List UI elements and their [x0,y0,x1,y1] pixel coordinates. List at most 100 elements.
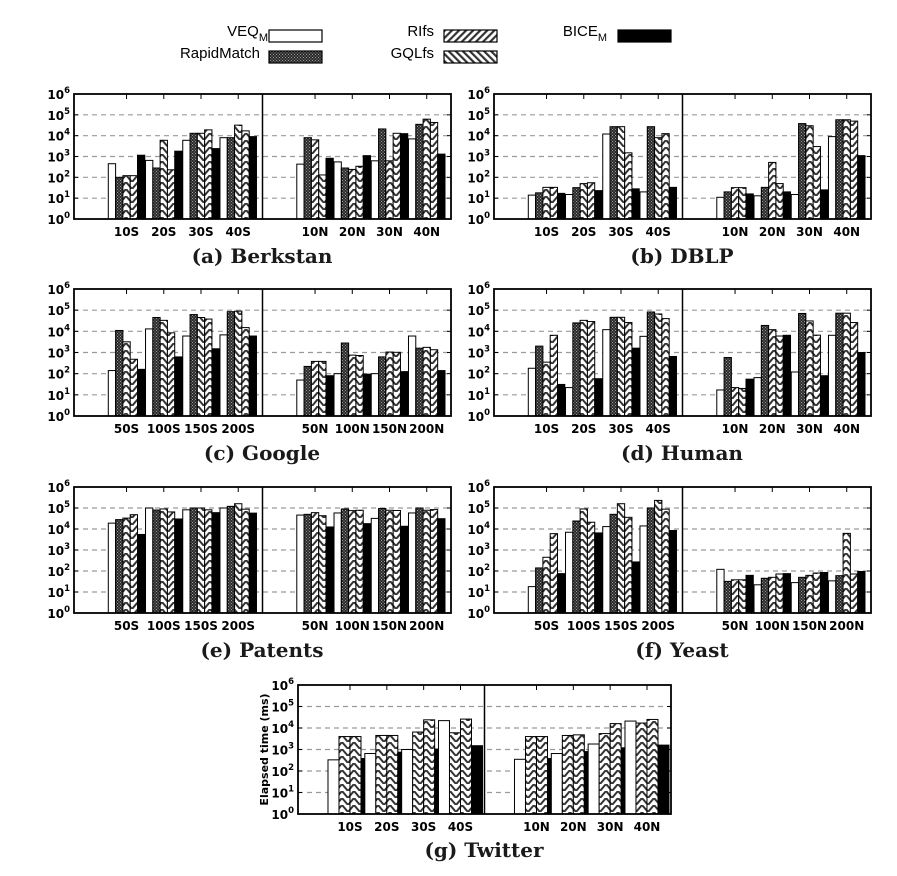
bar-rapidmatch-150n [378,507,387,614]
bar-bice-m-200n [437,518,446,614]
x-tick-label: 200S [221,422,255,436]
y-tick-label: 103 [47,345,70,361]
bar-bice-m-100n [362,523,372,614]
bar-rapidmatch-50s [115,329,124,417]
y-tick-label: 100 [271,806,294,822]
x-tick-label: 50S [534,619,559,633]
y-tick-label: 100 [467,605,490,621]
bar-rifs-30s [412,731,425,815]
bar-veq-m-10n [296,163,305,220]
x-tick-label: 100N [335,422,370,436]
bar-veq-m-30s [401,749,414,815]
bar-rapidmatch-150s [609,513,618,614]
bar-veq-m-150s [182,335,191,417]
y-tick-label: 106 [467,281,490,297]
y-tick-label: 105 [467,500,490,516]
bar-rifs-100n [768,576,777,614]
x-tick-label: 40N [833,225,860,239]
bar-bice-m-40s [668,355,677,417]
bar-gqlfs-40n [646,718,659,815]
bar-veq-m-20n [753,195,762,220]
y-tick-label: 102 [467,563,490,579]
bar-rapidmatch-50n [723,580,732,614]
bar-bice-m-40n [657,744,670,815]
bar-rapidmatch-30n [798,123,807,220]
x-tick-label: 10N [523,820,550,834]
bar-bice-m-20s [594,190,603,220]
bar-rapidmatch-50s [115,519,124,614]
bar-rifs-10s [542,186,551,220]
bar-rifs-40n [842,119,851,220]
y-tick-label: 100 [47,605,70,621]
y-tick-label: 102 [47,169,70,185]
bar-veq-m-200s [219,507,228,614]
y-tick-label: 106 [271,677,294,693]
bar-rifs-40s [448,732,461,815]
bar-rapidmatch-20n [340,167,350,220]
x-tick-label: 20S [151,225,176,239]
bar-rifs-150s [196,507,206,614]
bar-gqlfs-100s [586,521,596,614]
bar-rapidmatch-50n [303,365,312,417]
bar-veq-m-50s [107,522,117,614]
bar-rapidmatch-10s [535,192,544,220]
x-tick-label: 30N [796,225,823,239]
bar-rifs-100n [348,354,357,417]
bar-rifs-200s [234,310,243,417]
bar-veq-m-10s [327,759,340,815]
y-tick-label: 102 [467,366,490,382]
legend-swatch-rapidmatch [268,50,323,64]
bar-rifs-200s [654,499,663,614]
x-tick-label: 40N [833,422,860,436]
bar-rifs-10s [542,361,551,417]
bar-bice-m-100n [782,573,792,614]
bar-bice-m-50s [136,368,146,417]
y-tick-label: 100 [467,408,490,424]
x-tick-label: 40S [448,820,473,834]
bar-rifs-10n [730,387,740,417]
bar-gqlfs-40s [459,718,472,815]
legend-item-veq: VEQM [227,23,323,44]
legend-label-rapidmatch: RapidMatch [180,45,260,62]
bar-gqlfs-100s [166,511,176,614]
bar-bice-m-30s [211,148,220,220]
x-tick-label: 10N [302,225,329,239]
x-tick-label: 30N [796,422,823,436]
bar-veq-m-200n [407,335,417,417]
x-tick-label: 30N [597,820,624,834]
bar-veq-m-40s [219,137,228,220]
bar-bice-m-20n [782,334,792,417]
bar-rifs-40n [842,312,851,417]
bar-bice-m-50n [745,574,754,614]
x-tick-label: 150N [372,619,407,633]
bar-veq-m-50s [527,586,537,614]
y-tick-label: 104 [467,521,490,537]
bar-veq-m-100n [333,512,342,614]
bar-gqlfs-10s [549,186,558,220]
y-tick-label: 101 [467,387,490,403]
bar-gqlfs-40n [429,121,439,220]
bar-rifs-200n [422,509,431,614]
x-tick-label: 10S [534,422,559,436]
bar-gqlfs-20s [386,734,399,815]
bar-veq-m-200s [639,525,648,614]
bar-bice-m-150s [211,348,220,417]
x-tick-label: 10N [722,225,749,239]
bar-bice-m-10s [136,154,146,220]
bar-bice-m-30s [631,347,640,417]
y-tick-label: 103 [467,345,490,361]
bar-rapidmatch-40n [835,312,844,417]
x-tick-label: 200N [829,619,864,633]
bar-gqlfs-30n [392,132,401,220]
bar-bice-m-20s [594,378,603,417]
panel-caption: (f) Yeast [635,638,729,662]
bar-veq-m-20n [550,753,563,815]
bar-rifs-40n [635,722,648,815]
bar-veq-m-40n [407,138,417,220]
bar-gqlfs-200s [661,508,670,614]
bar-gqlfs-100s [166,332,176,417]
bar-gqlfs-150s [204,318,213,417]
bar-veq-m-50s [107,370,117,417]
x-tick-label: 20N [759,422,786,436]
bar-rifs-100s [579,508,588,614]
